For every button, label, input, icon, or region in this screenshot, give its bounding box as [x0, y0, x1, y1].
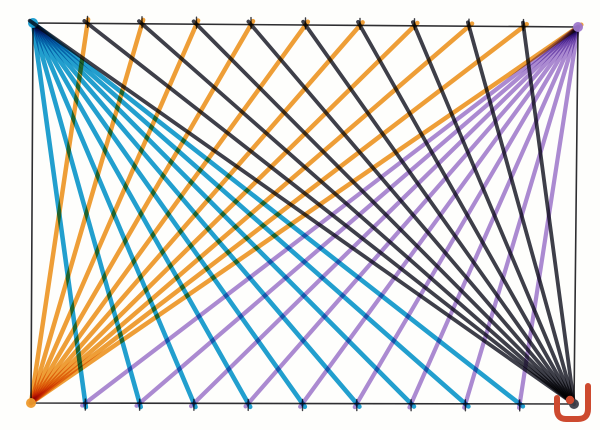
red-marker-annotation [554, 383, 591, 422]
orange-fan-origin-blob [26, 398, 36, 408]
dark-fan [27, 18, 579, 409]
purple-fan-origin-blob [573, 22, 583, 32]
corner-line-fans [26, 17, 584, 410]
red-u-stroke [554, 383, 591, 422]
blue-fan [28, 18, 526, 410]
red-corner-dot [565, 395, 575, 405]
